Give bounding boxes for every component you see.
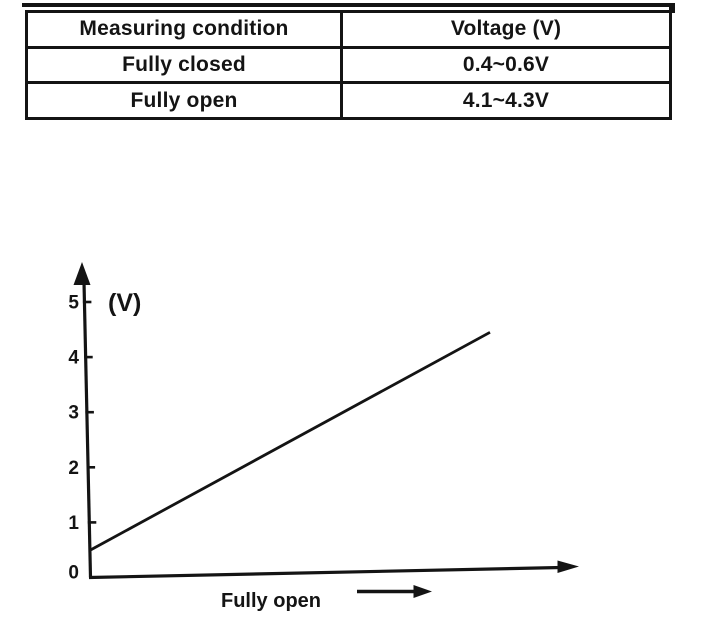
x-axis-label: Fully open [221, 590, 321, 612]
y-axis-arrow-icon [73, 262, 91, 285]
y-tick-label: 4 [68, 348, 79, 369]
y-tick-label: 2 [68, 458, 79, 479]
table-header-row: Measuring condition Voltage (V) [28, 13, 669, 46]
table-header-measuring-condition: Measuring condition [28, 13, 343, 46]
y-axis-unit-label: (V) [108, 289, 141, 317]
scan-artifact-top-rule [22, 3, 675, 7]
sensor-output-line [89, 331, 491, 552]
x-direction-arrow-head [413, 585, 432, 598]
x-direction-arrow-icon [357, 585, 432, 598]
scan-artifact-top-rule-corner [669, 3, 675, 13]
x-axis-arrow-icon [557, 560, 579, 573]
table-row-fully-open: Fully open 4.1~4.3V [28, 81, 669, 118]
table-header-voltage: Voltage (V) [450, 17, 562, 41]
y-axis-ticks: 0 1 2 3 4 5 [68, 293, 97, 584]
table-cell-voltage-fully-open: 4.1~4.3V [462, 88, 550, 112]
table-row-fully-closed: Fully closed 0.4~0.6V [28, 45, 669, 82]
table-cell-condition-fully-closed: Fully closed [28, 48, 343, 82]
table-cell-voltage-fully-closed: 0.4~0.6V [462, 53, 550, 76]
y-axis-line [82, 281, 93, 578]
y-tick-label: 3 [68, 403, 79, 424]
y-tick-label: 1 [68, 513, 79, 534]
y-tick-label: 0 [68, 563, 79, 584]
y-tick-label: 5 [68, 293, 79, 314]
table-cell-condition-fully-open: Fully open [28, 84, 343, 118]
voltage-spec-table: Measuring condition Voltage (V) Fully cl… [25, 10, 672, 120]
x-axis-line [88, 565, 562, 580]
